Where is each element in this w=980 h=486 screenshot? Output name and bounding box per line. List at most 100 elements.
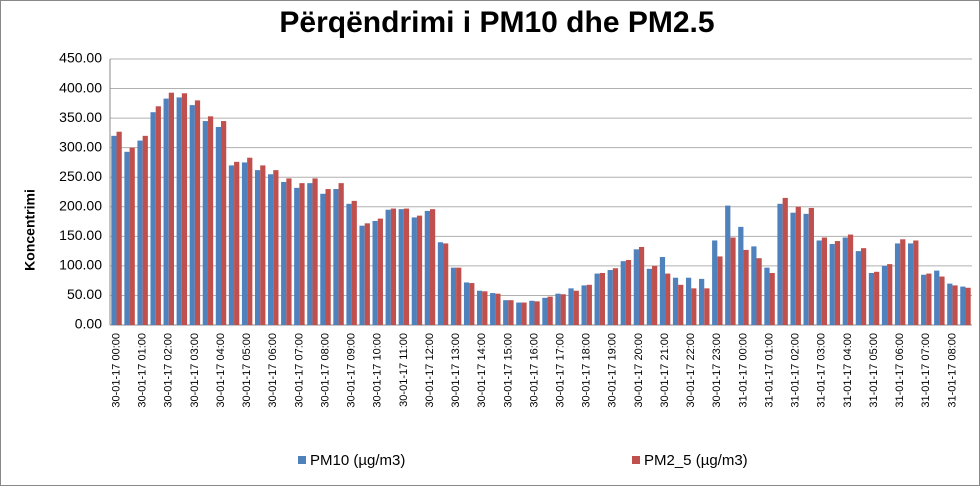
x-tick-label: 30-01-17 06:00 — [267, 333, 279, 408]
bar — [456, 267, 462, 325]
bar — [346, 203, 352, 325]
y-axis-label: Koncentrimi — [22, 189, 38, 271]
legend-swatch — [632, 456, 640, 464]
bar — [463, 282, 470, 325]
bar — [320, 193, 326, 325]
bar — [568, 288, 574, 325]
bar — [777, 203, 783, 325]
bar — [782, 197, 788, 325]
x-tick-label: 30-01-17 15:00 — [502, 333, 514, 408]
bar — [241, 162, 248, 325]
x-tick-label: 30-01-17 17:00 — [554, 333, 566, 408]
bar — [730, 237, 736, 325]
bar — [202, 121, 208, 325]
x-tick-label: 31-01-17 05:00 — [868, 333, 880, 408]
bar — [155, 106, 161, 326]
bar — [586, 284, 592, 325]
y-tick-label: 300.00 — [59, 138, 102, 154]
bar — [665, 273, 671, 325]
bar — [194, 100, 201, 325]
bar — [111, 135, 117, 325]
x-tick-label: 30-01-17 14:00 — [476, 333, 488, 408]
bar — [429, 209, 436, 325]
x-tick-label: 30-01-17 19:00 — [607, 333, 619, 408]
bar — [359, 225, 365, 325]
bar — [129, 147, 135, 325]
bar — [769, 272, 775, 325]
y-tick-label: 50.00 — [67, 286, 102, 302]
x-tick-label: 30-01-17 22:00 — [685, 333, 697, 408]
bar — [207, 116, 214, 326]
bar — [913, 240, 919, 325]
bar — [377, 218, 383, 325]
bar — [860, 248, 867, 325]
bar — [607, 270, 613, 325]
bar — [808, 207, 814, 325]
bar — [868, 272, 875, 325]
bar — [521, 302, 527, 325]
bar — [281, 181, 287, 325]
bar — [751, 246, 757, 325]
bar — [678, 284, 684, 325]
bar — [547, 296, 553, 325]
bar — [260, 165, 266, 325]
x-tick-label: 31-01-17 04:00 — [842, 333, 854, 408]
bar — [398, 209, 404, 325]
x-tick-label: 30-01-17 16:00 — [528, 333, 540, 408]
bar — [874, 271, 880, 325]
bar — [416, 215, 423, 325]
x-tick-label: 31-01-17 07:00 — [920, 333, 932, 408]
bar — [294, 187, 300, 325]
y-tick-label: 150.00 — [59, 227, 102, 243]
x-tick-label: 30-01-17 21:00 — [659, 333, 671, 408]
x-tick-label: 30-01-17 13:00 — [450, 333, 462, 408]
bar — [124, 151, 130, 325]
bar — [247, 157, 253, 325]
x-tick-label: 30-01-17 03:00 — [189, 333, 201, 408]
x-tick-label: 30-01-17 05:00 — [241, 333, 253, 408]
bar — [490, 293, 496, 325]
bar — [424, 210, 430, 325]
bar — [364, 223, 370, 325]
bar — [385, 209, 391, 325]
bar — [764, 267, 770, 325]
bar — [717, 256, 723, 325]
bar — [803, 213, 809, 325]
bar — [620, 261, 626, 325]
y-tick-label: 0.00 — [75, 316, 102, 332]
bar — [821, 237, 828, 325]
x-tick-label: 30-01-17 04:00 — [215, 333, 227, 408]
bar — [829, 244, 835, 325]
bar — [268, 174, 274, 325]
bar — [842, 237, 848, 325]
bar — [338, 183, 344, 325]
y-tick-label: 100.00 — [59, 257, 102, 273]
bar — [372, 220, 378, 325]
bar — [743, 249, 749, 325]
x-tick-label: 30-01-17 20:00 — [633, 333, 645, 408]
legend-swatch — [298, 456, 306, 464]
bar — [652, 265, 658, 325]
bar — [947, 283, 953, 325]
bar — [712, 240, 718, 325]
x-tick-label: 30-01-17 11:00 — [398, 333, 410, 407]
bar — [142, 135, 148, 325]
bar — [390, 208, 397, 325]
bar — [659, 257, 666, 325]
bar — [638, 246, 645, 325]
bar — [450, 267, 457, 325]
bar — [921, 274, 927, 325]
bar — [952, 285, 958, 325]
bar — [299, 183, 305, 325]
bar — [542, 297, 548, 325]
bar — [881, 265, 888, 325]
bar — [900, 239, 906, 325]
bar — [725, 205, 731, 325]
bar — [581, 285, 587, 325]
bar — [672, 277, 679, 325]
bar — [495, 293, 501, 325]
bar — [221, 121, 227, 325]
x-tick-label: 30-01-17 12:00 — [424, 333, 436, 408]
bar — [234, 161, 240, 325]
